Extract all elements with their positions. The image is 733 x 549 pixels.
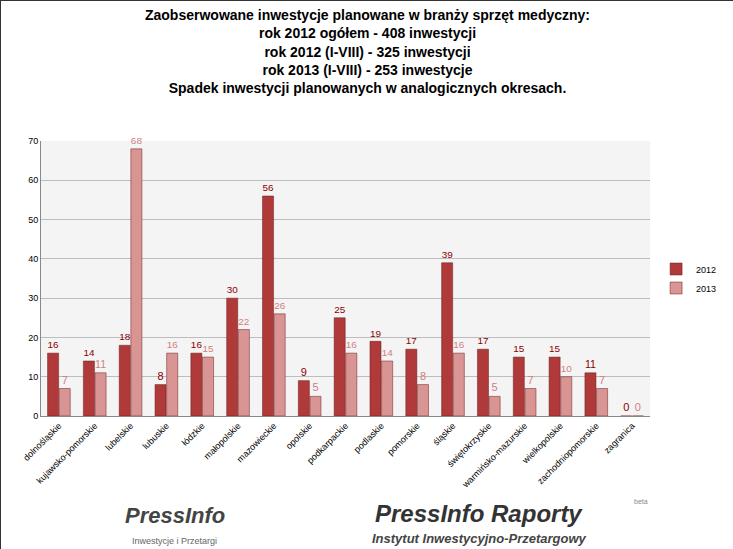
svg-text:wielkopolskie: wielkopolskie [520, 421, 565, 466]
svg-text:kujawsko-pomorskie: kujawsko-pomorskie [35, 421, 100, 486]
svg-text:2012: 2012 [696, 265, 716, 275]
svg-text:68: 68 [131, 135, 143, 146]
svg-text:70: 70 [28, 136, 38, 146]
svg-text:zagranica: zagranica [602, 421, 637, 456]
svg-text:40: 40 [28, 254, 38, 264]
svg-text:22: 22 [238, 316, 250, 327]
svg-text:7: 7 [62, 374, 68, 386]
svg-text:16: 16 [167, 339, 179, 350]
svg-text:7: 7 [527, 374, 533, 386]
svg-text:śląskie: śląskie [431, 421, 458, 448]
svg-text:11: 11 [585, 358, 596, 370]
svg-text:11: 11 [95, 358, 106, 370]
svg-text:30: 30 [227, 284, 239, 295]
svg-text:50: 50 [28, 215, 38, 225]
svg-text:25: 25 [334, 304, 346, 315]
svg-text:30: 30 [28, 293, 38, 303]
svg-text:20: 20 [28, 333, 38, 343]
svg-text:39: 39 [442, 249, 454, 260]
svg-text:0: 0 [623, 401, 629, 413]
svg-text:16: 16 [48, 339, 60, 350]
svg-text:14: 14 [382, 347, 394, 358]
svg-text:10: 10 [28, 372, 38, 382]
svg-text:56: 56 [263, 182, 275, 193]
svg-text:małopolskie: małopolskie [202, 421, 243, 462]
svg-text:8: 8 [157, 370, 163, 382]
svg-text:26: 26 [274, 300, 286, 311]
svg-text:19: 19 [370, 328, 382, 339]
svg-text:8: 8 [420, 370, 426, 382]
svg-text:warmińsko-mazurskie: warmińsko-mazurskie [460, 421, 529, 490]
svg-text:0: 0 [635, 401, 641, 413]
svg-text:Inwestycje i Przetargi: Inwestycje i Przetargi [132, 536, 217, 546]
svg-text:15: 15 [549, 343, 561, 354]
svg-text:14: 14 [83, 347, 95, 358]
svg-text:lubuskie: lubuskie [141, 421, 171, 451]
svg-text:18: 18 [119, 331, 131, 342]
svg-text:15: 15 [203, 343, 215, 354]
svg-text:Instytut Inwestycyjno-Przetarg: Instytut Inwestycyjno-Przetargowy [372, 531, 587, 546]
svg-text:2013: 2013 [696, 284, 716, 294]
svg-text:10: 10 [561, 363, 573, 374]
svg-text:podkarpackie: podkarpackie [305, 421, 350, 466]
svg-text:17: 17 [477, 335, 489, 346]
svg-text:PressInfo: PressInfo [125, 503, 225, 528]
svg-text:beta: beta [634, 498, 648, 505]
svg-text:16: 16 [191, 339, 203, 350]
svg-text:17: 17 [406, 335, 418, 346]
svg-text:0: 0 [33, 411, 38, 421]
svg-text:60: 60 [28, 175, 38, 185]
svg-text:7: 7 [599, 374, 605, 386]
svg-text:Zaobserwowane inwestycje plano: Zaobserwowane inwestycje planowane w bra… [145, 7, 590, 96]
svg-text:16: 16 [346, 339, 358, 350]
svg-text:16: 16 [453, 339, 465, 350]
svg-text:pomorskie: pomorskie [385, 421, 421, 457]
svg-text:5: 5 [312, 381, 318, 393]
svg-text:łódzkie: łódzkie [180, 421, 207, 448]
svg-text:15: 15 [513, 343, 525, 354]
svg-text:mazowieckie: mazowieckie [235, 421, 279, 465]
svg-text:zachodniopomorskie: zachodniopomorskie [535, 421, 600, 486]
svg-text:PressInfo Raporty: PressInfo Raporty [375, 500, 583, 527]
svg-text:lubelskie: lubelskie [103, 421, 135, 453]
svg-text:podlaskie: podlaskie [352, 421, 386, 455]
svg-text:5: 5 [492, 381, 498, 393]
svg-text:świętokrzyskie: świętokrzyskie [445, 421, 493, 469]
svg-text:opolskie: opolskie [284, 421, 314, 451]
svg-text:dolnośląskie: dolnośląskie [21, 421, 63, 463]
svg-text:9: 9 [301, 366, 307, 378]
